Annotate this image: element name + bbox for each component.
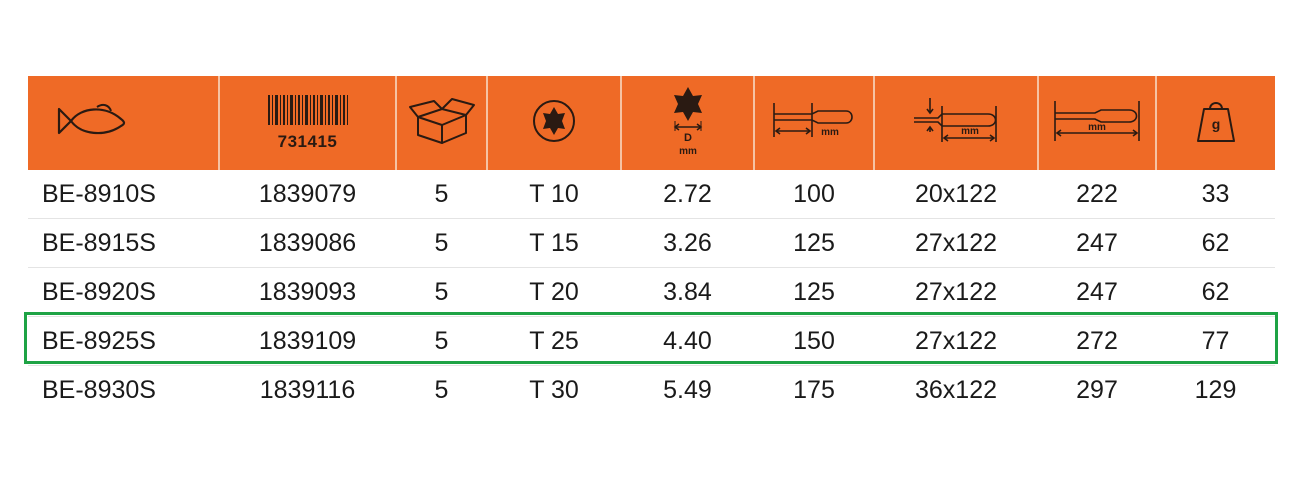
- header-torx: [487, 76, 622, 170]
- cell-handle: 27x122: [874, 267, 1038, 317]
- header-diameter: D mm: [621, 76, 755, 170]
- cell-length: 297: [1076, 375, 1118, 404]
- cell-torx: T 10: [487, 170, 621, 219]
- cell-weight: 33: [1156, 170, 1275, 219]
- table-row: BE-8915S 1839086 5 T 15 3.26 125 27x122 …: [28, 218, 1275, 268]
- cell-weight: 62: [1156, 267, 1275, 317]
- cell-ean: 1839079: [219, 170, 396, 219]
- cell-torx: T 15: [487, 218, 621, 268]
- cell-model: BE-8930S: [42, 375, 156, 404]
- torx-diameter-icon: D mm: [673, 86, 702, 157]
- cell-handle: 27x122: [874, 218, 1038, 268]
- torx-tip-icon: [533, 99, 575, 142]
- cell-diameter: 3.26: [621, 218, 754, 268]
- blade-unit: mm: [821, 127, 839, 138]
- package-box-icon: [408, 97, 475, 144]
- cell-ean: 1839109: [219, 316, 396, 366]
- table-row: BE-8910S 1839079 5 T 10 2.72 100 20x122 …: [28, 170, 1275, 219]
- cell-diameter: 2.72: [621, 170, 754, 219]
- header-ean: 731415: [219, 76, 397, 170]
- cell-diameter: 4.40: [621, 316, 754, 366]
- cell-model: BE-8920S: [28, 267, 219, 317]
- cell-model: BE-8910S: [28, 170, 219, 219]
- cell-pack: 5: [434, 375, 449, 404]
- cell-model: BE-8925S: [28, 316, 219, 366]
- cell-torx: T 20: [487, 267, 621, 317]
- cell-diameter: 3.84: [621, 267, 754, 317]
- fish-icon: [57, 103, 126, 134]
- header-row: 731415: [28, 76, 1275, 170]
- cell-diameter: 5.49: [663, 375, 712, 404]
- cell-torx: T 25: [487, 316, 621, 366]
- cell-pack: 5: [396, 316, 487, 366]
- handle-size-icon: mm: [914, 97, 997, 142]
- cell-blade: 125: [754, 218, 874, 268]
- cell-blade: 175: [793, 375, 835, 404]
- cell-ean: 1839093: [219, 267, 396, 317]
- cell-torx: T 30: [529, 375, 579, 404]
- diameter-unit: mm: [679, 146, 697, 157]
- handle-unit: mm: [961, 126, 979, 137]
- cell-handle: 36x122: [914, 375, 998, 404]
- header-length: mm: [1038, 76, 1157, 170]
- cell-weight: 129: [1194, 375, 1237, 404]
- weight-icon: g: [1197, 101, 1235, 142]
- cell-handle: 20x122: [874, 170, 1038, 219]
- table-row-highlighted: BE-8925S 1839109 5 T 25 4.40 150 27x122 …: [28, 316, 1275, 366]
- total-length-icon: mm: [1054, 100, 1140, 141]
- cell-weight: 77: [1156, 316, 1275, 366]
- cell-blade: 100: [754, 170, 874, 219]
- cell-ean: 1839086: [219, 218, 396, 268]
- cell-length: 247: [1038, 218, 1156, 268]
- cell-length: 272: [1038, 316, 1156, 366]
- cell-pack: 5: [396, 170, 487, 219]
- weight-label: g: [1212, 116, 1221, 132]
- cell-blade: 150: [754, 316, 874, 366]
- cell-pack: 5: [396, 267, 487, 317]
- header-weight: g: [1156, 76, 1275, 170]
- table-row: BE-8920S 1839093 5 T 20 3.84 125 27x122 …: [28, 267, 1275, 317]
- length-unit: mm: [1088, 122, 1106, 133]
- cell-pack: 5: [396, 218, 487, 268]
- diameter-label: D: [684, 132, 692, 144]
- cell-weight: 62: [1156, 218, 1275, 268]
- cell-blade: 125: [754, 267, 874, 317]
- cell-handle: 27x122: [874, 316, 1038, 366]
- cell-model: BE-8915S: [28, 218, 219, 268]
- barcode-icon: [267, 94, 348, 125]
- header-blade: mm: [754, 76, 875, 170]
- cell-length: 222: [1038, 170, 1156, 219]
- barcode-number: 731415: [277, 131, 338, 151]
- cell-ean: 1839116: [259, 375, 356, 404]
- header-pack: [396, 76, 488, 170]
- header-model: [28, 76, 220, 170]
- table-row: BE-8930S 1839116 5 T 30 5.49 175 36x122 …: [28, 366, 1275, 415]
- cell-length: 247: [1038, 267, 1156, 317]
- product-spec-table: 731415: [28, 76, 1275, 414]
- blade-length-icon: mm: [773, 102, 853, 138]
- header-handle: mm: [874, 76, 1039, 170]
